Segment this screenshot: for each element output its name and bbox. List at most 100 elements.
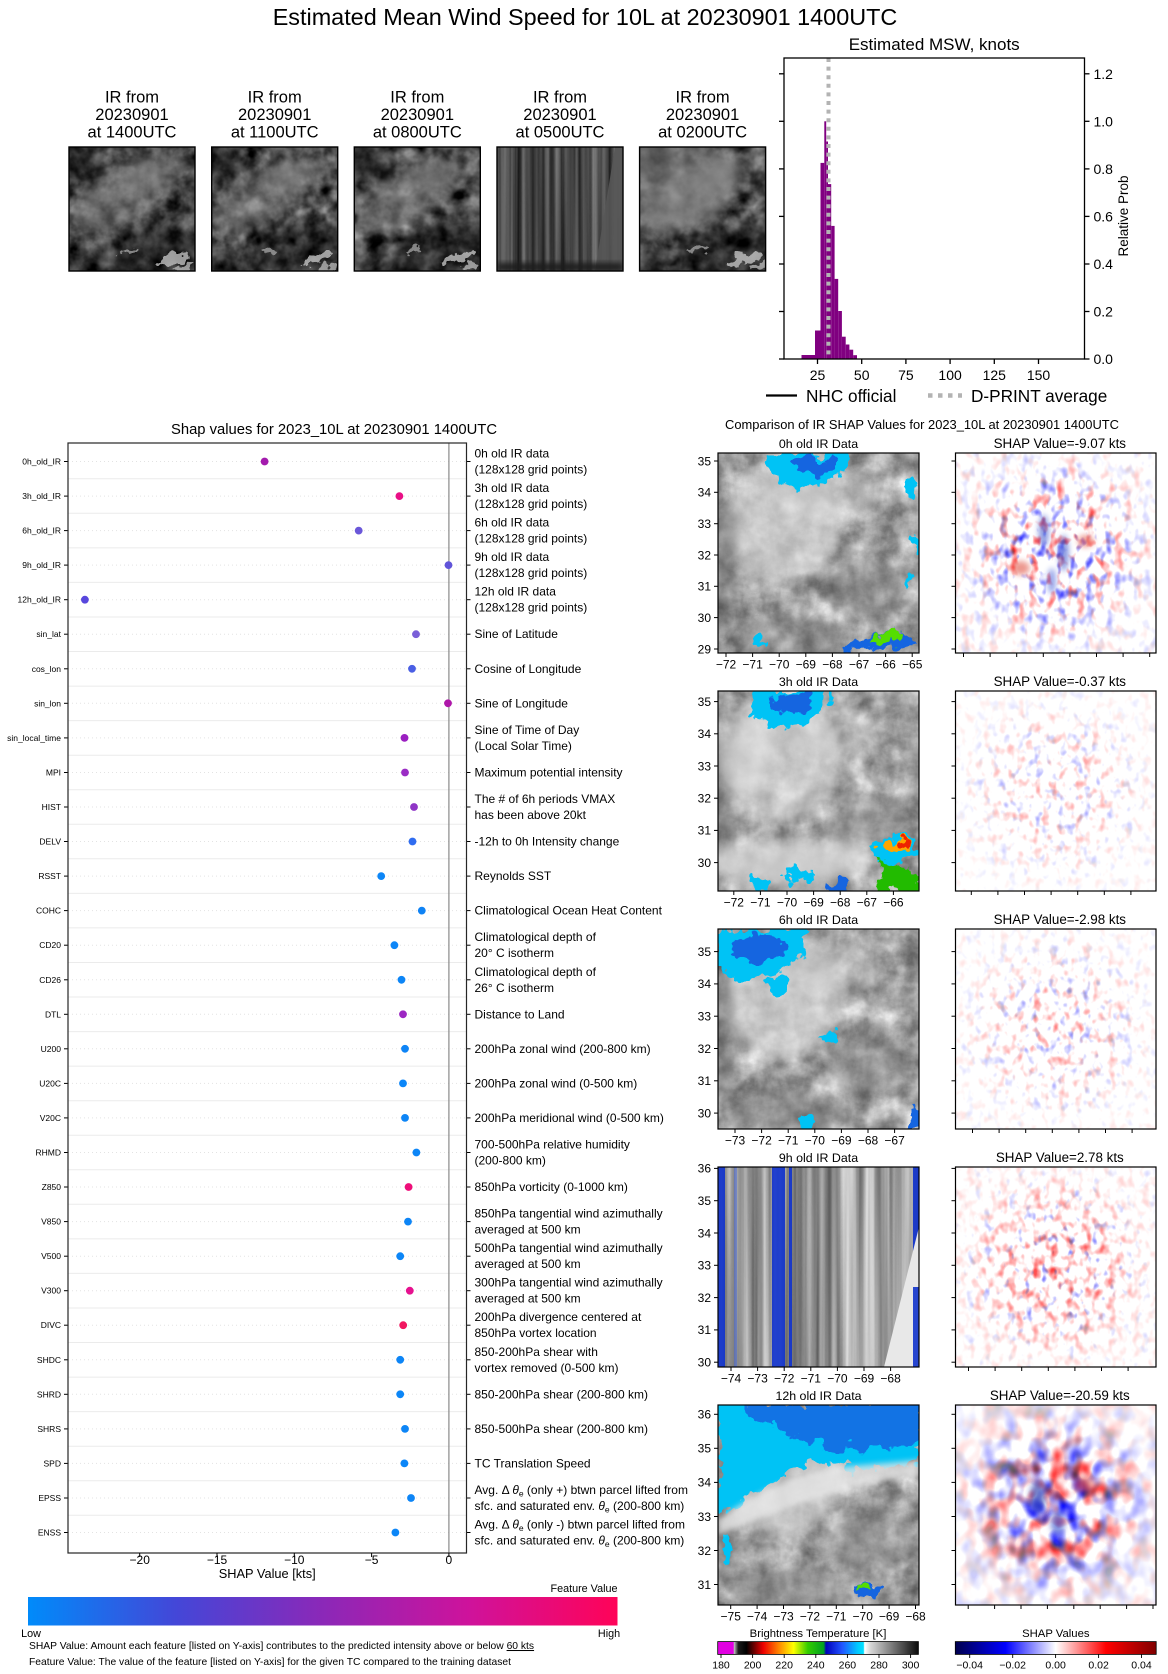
svg-text:IR from: IR from <box>676 89 730 107</box>
svg-text:(128x128 grid points): (128x128 grid points) <box>475 497 588 511</box>
svg-text:35: 35 <box>698 1194 712 1208</box>
svg-text:3h_old_IR: 3h_old_IR <box>22 491 61 501</box>
svg-text:−74: −74 <box>747 1610 768 1624</box>
svg-text:(128x128 grid points): (128x128 grid points) <box>475 601 588 615</box>
svg-text:−68: −68 <box>858 1134 879 1148</box>
svg-text:sfc. and saturated env. θe (20: sfc. and saturated env. θe (200-800 km) <box>475 1499 685 1515</box>
svg-text:Sine of Longitude: Sine of Longitude <box>475 696 569 710</box>
svg-text:−68: −68 <box>830 896 851 910</box>
svg-text:Cosine of Longitude: Cosine of Longitude <box>475 662 582 676</box>
svg-text:SHAP Value=-2.98 kts: SHAP Value=-2.98 kts <box>994 912 1127 927</box>
svg-text:sin_lon: sin_lon <box>34 698 61 708</box>
svg-text:1.2: 1.2 <box>1094 66 1114 82</box>
svg-text:sfc. and saturated env. θe (20: sfc. and saturated env. θe (200-800 km) <box>475 1534 685 1550</box>
svg-text:180: 180 <box>712 1660 730 1672</box>
svg-text:850hPa vorticity (0-1000 km): 850hPa vorticity (0-1000 km) <box>475 1180 628 1194</box>
svg-text:at 0800UTC: at 0800UTC <box>373 124 462 142</box>
svg-text:Brightness Temperature [K]: Brightness Temperature [K] <box>750 1628 887 1640</box>
svg-text:−69: −69 <box>796 658 817 672</box>
svg-text:12h old IR data: 12h old IR data <box>475 585 557 599</box>
svg-text:31: 31 <box>698 580 712 594</box>
svg-text:NHC official: NHC official <box>806 386 896 406</box>
svg-text:0.6: 0.6 <box>1094 208 1114 224</box>
svg-text:SHRS: SHRS <box>37 1424 61 1434</box>
svg-text:34: 34 <box>698 486 712 500</box>
svg-text:(Local Solar Time): (Local Solar Time) <box>475 739 572 753</box>
svg-text:20230901: 20230901 <box>666 106 739 124</box>
svg-text:−10: −10 <box>284 1553 305 1567</box>
svg-text:Estimated Mean Wind Speed for: Estimated Mean Wind Speed for 10L at 202… <box>273 4 898 30</box>
svg-text:SHRD: SHRD <box>37 1389 61 1399</box>
svg-text:12h old IR Data: 12h old IR Data <box>775 1389 861 1403</box>
svg-text:32: 32 <box>698 1544 712 1558</box>
svg-text:240: 240 <box>807 1660 825 1672</box>
svg-text:−70: −70 <box>769 658 790 672</box>
svg-text:Feature Value: The value of th: Feature Value: The value of the feature … <box>29 1657 511 1668</box>
svg-text:−73: −73 <box>747 1372 768 1386</box>
svg-text:31: 31 <box>698 824 712 838</box>
svg-text:29: 29 <box>698 642 712 656</box>
svg-text:−68: −68 <box>905 1610 926 1624</box>
svg-text:36: 36 <box>698 1408 712 1422</box>
svg-text:DELV: DELV <box>39 837 61 847</box>
svg-text:−71: −71 <box>801 1372 822 1386</box>
svg-text:850-200hPa shear with: 850-200hPa shear with <box>475 1345 598 1359</box>
svg-text:at 0200UTC: at 0200UTC <box>658 124 747 142</box>
svg-text:Relative Prob: Relative Prob <box>1116 175 1131 256</box>
svg-text:12h_old_IR: 12h_old_IR <box>18 595 61 605</box>
svg-text:34: 34 <box>698 1476 712 1490</box>
svg-text:125: 125 <box>983 367 1007 383</box>
svg-text:Sine of Time of Day: Sine of Time of Day <box>475 723 580 737</box>
svg-text:(128x128 grid points): (128x128 grid points) <box>475 532 588 546</box>
svg-text:Maximum potential intensity: Maximum potential intensity <box>475 766 623 780</box>
svg-text:30: 30 <box>698 1106 712 1120</box>
svg-text:30: 30 <box>698 611 712 625</box>
svg-text:30: 30 <box>698 1356 712 1370</box>
svg-text:RSST: RSST <box>38 871 61 881</box>
svg-text:−15: −15 <box>207 1553 228 1567</box>
svg-text:CD20: CD20 <box>39 940 61 950</box>
svg-text:−72: −72 <box>716 658 737 672</box>
svg-text:U200: U200 <box>41 1044 62 1054</box>
svg-text:SHAP Value=-20.59 kts: SHAP Value=-20.59 kts <box>990 1388 1130 1403</box>
svg-text:Climatological Ocean Heat Cont: Climatological Ocean Heat Content <box>475 904 663 918</box>
svg-text:300: 300 <box>902 1660 920 1672</box>
svg-text:34: 34 <box>698 1226 712 1240</box>
svg-text:Climatological depth of: Climatological depth of <box>475 965 597 979</box>
svg-text:−72: −72 <box>724 896 745 910</box>
svg-text:0.2: 0.2 <box>1094 304 1114 320</box>
svg-text:sin_lat: sin_lat <box>36 629 61 639</box>
svg-text:33: 33 <box>698 1259 712 1273</box>
svg-text:500hPa tangential wind azimuth: 500hPa tangential wind azimuthally <box>475 1241 663 1255</box>
svg-text:850hPa tangential wind azimuth: 850hPa tangential wind azimuthally <box>475 1207 663 1221</box>
svg-text:SHDC: SHDC <box>37 1355 61 1365</box>
svg-text:−68: −68 <box>880 1372 901 1386</box>
svg-text:Feature Value: Feature Value <box>550 1583 617 1595</box>
svg-text:31: 31 <box>698 1074 712 1088</box>
svg-text:32: 32 <box>698 1291 712 1305</box>
svg-text:20230901: 20230901 <box>381 106 454 124</box>
svg-text:−0.02: −0.02 <box>999 1660 1026 1672</box>
svg-text:50: 50 <box>854 367 870 383</box>
svg-text:32: 32 <box>698 1042 712 1056</box>
svg-text:0.02: 0.02 <box>1088 1660 1109 1672</box>
svg-text:−73: −73 <box>773 1610 794 1624</box>
svg-text:−5: −5 <box>365 1553 379 1567</box>
svg-text:-12h to 0h Intensity change: -12h to 0h Intensity change <box>475 835 620 849</box>
svg-text:averaged at 500 km: averaged at 500 km <box>475 1257 581 1271</box>
svg-text:100: 100 <box>938 367 962 383</box>
svg-text:25: 25 <box>810 367 826 383</box>
svg-text:Distance to Land: Distance to Land <box>475 1007 565 1021</box>
svg-text:1.0: 1.0 <box>1094 113 1114 129</box>
svg-text:averaged at 500 km: averaged at 500 km <box>475 1223 581 1237</box>
svg-text:The # of 6h periods VMAX: The # of 6h periods VMAX <box>475 792 616 806</box>
svg-text:SHAP Value: Amount each featur: SHAP Value: Amount each feature [listed … <box>29 1641 534 1652</box>
svg-text:850-500hPa shear (200-800 km): 850-500hPa shear (200-800 km) <box>475 1422 648 1436</box>
svg-text:−71: −71 <box>826 1610 847 1624</box>
svg-text:at 1400UTC: at 1400UTC <box>88 124 177 142</box>
svg-text:0.0: 0.0 <box>1094 351 1114 367</box>
svg-text:V20C: V20C <box>40 1113 61 1123</box>
svg-text:MPI: MPI <box>46 768 61 778</box>
svg-text:sin_local_time: sin_local_time <box>7 733 61 743</box>
svg-text:Sine of Latitude: Sine of Latitude <box>475 627 559 641</box>
